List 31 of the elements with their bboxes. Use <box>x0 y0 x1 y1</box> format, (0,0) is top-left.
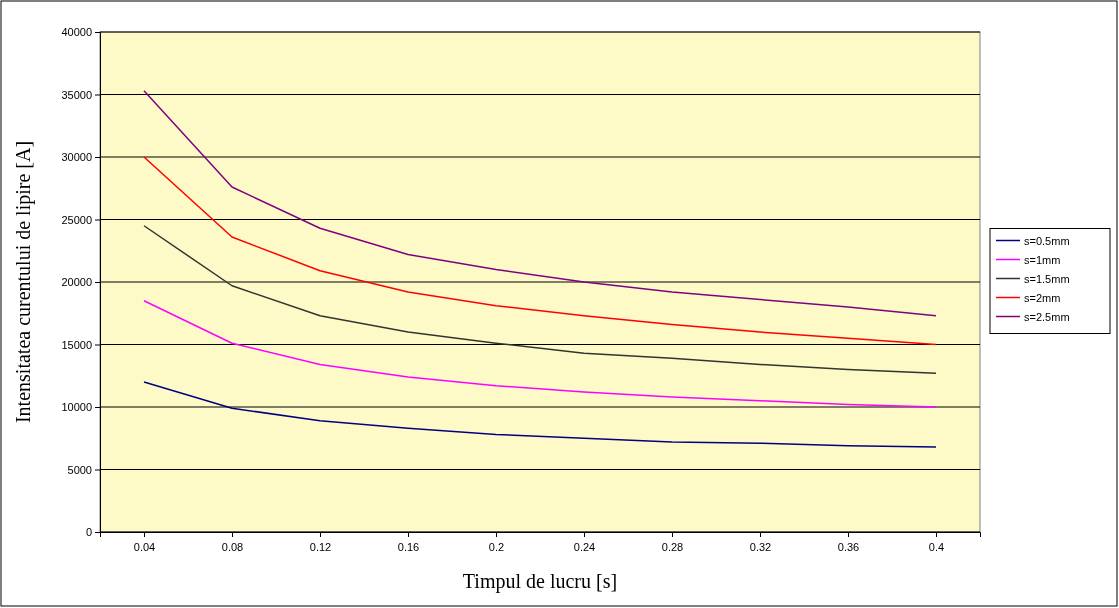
y-tick-label: 40000 <box>61 26 92 39</box>
line-series <box>143 381 937 448</box>
x-tick-label: 0.36 <box>837 541 860 553</box>
y-tick-label: 35000 <box>61 88 92 101</box>
y-tick-label: 25000 <box>61 213 92 226</box>
x-tick-label: 0.2 <box>488 541 505 553</box>
x-tick-label: 0.28 <box>661 541 684 553</box>
y-tick-label: 20000 <box>61 276 92 289</box>
x-tick-label: 0.4 <box>928 541 945 553</box>
y-tick-label: 10000 <box>61 401 92 414</box>
x-tick-label: 0.32 <box>749 541 772 553</box>
line-series <box>143 225 937 374</box>
y-axis-title: Intensitatea curentului de lipire [A] <box>12 140 35 424</box>
x-tick-label: 0.16 <box>397 541 420 553</box>
y-tick-label: 30000 <box>61 151 92 164</box>
line-series <box>143 90 937 317</box>
y-tick-label: 0 <box>85 526 92 539</box>
line-series <box>143 156 937 346</box>
x-tick-label: 0.12 <box>309 541 332 553</box>
legend-label: s=0.5mm <box>1024 234 1070 247</box>
x-axis-title: Timpul de lucru [s] <box>462 570 618 593</box>
legend-label: s=2.5mm <box>1024 310 1070 323</box>
legend-label: s=1.5mm <box>1024 272 1070 285</box>
y-tick-label: 15000 <box>61 338 92 351</box>
x-tick-label: 0.24 <box>573 541 596 553</box>
legend-label: s=1mm <box>1024 253 1061 266</box>
x-tick-label: 0.08 <box>221 541 244 553</box>
line-series <box>143 300 937 408</box>
legend-label: s=2mm <box>1024 291 1061 304</box>
x-tick-label: 0.04 <box>133 541 156 553</box>
y-tick-label: 5000 <box>67 463 92 476</box>
